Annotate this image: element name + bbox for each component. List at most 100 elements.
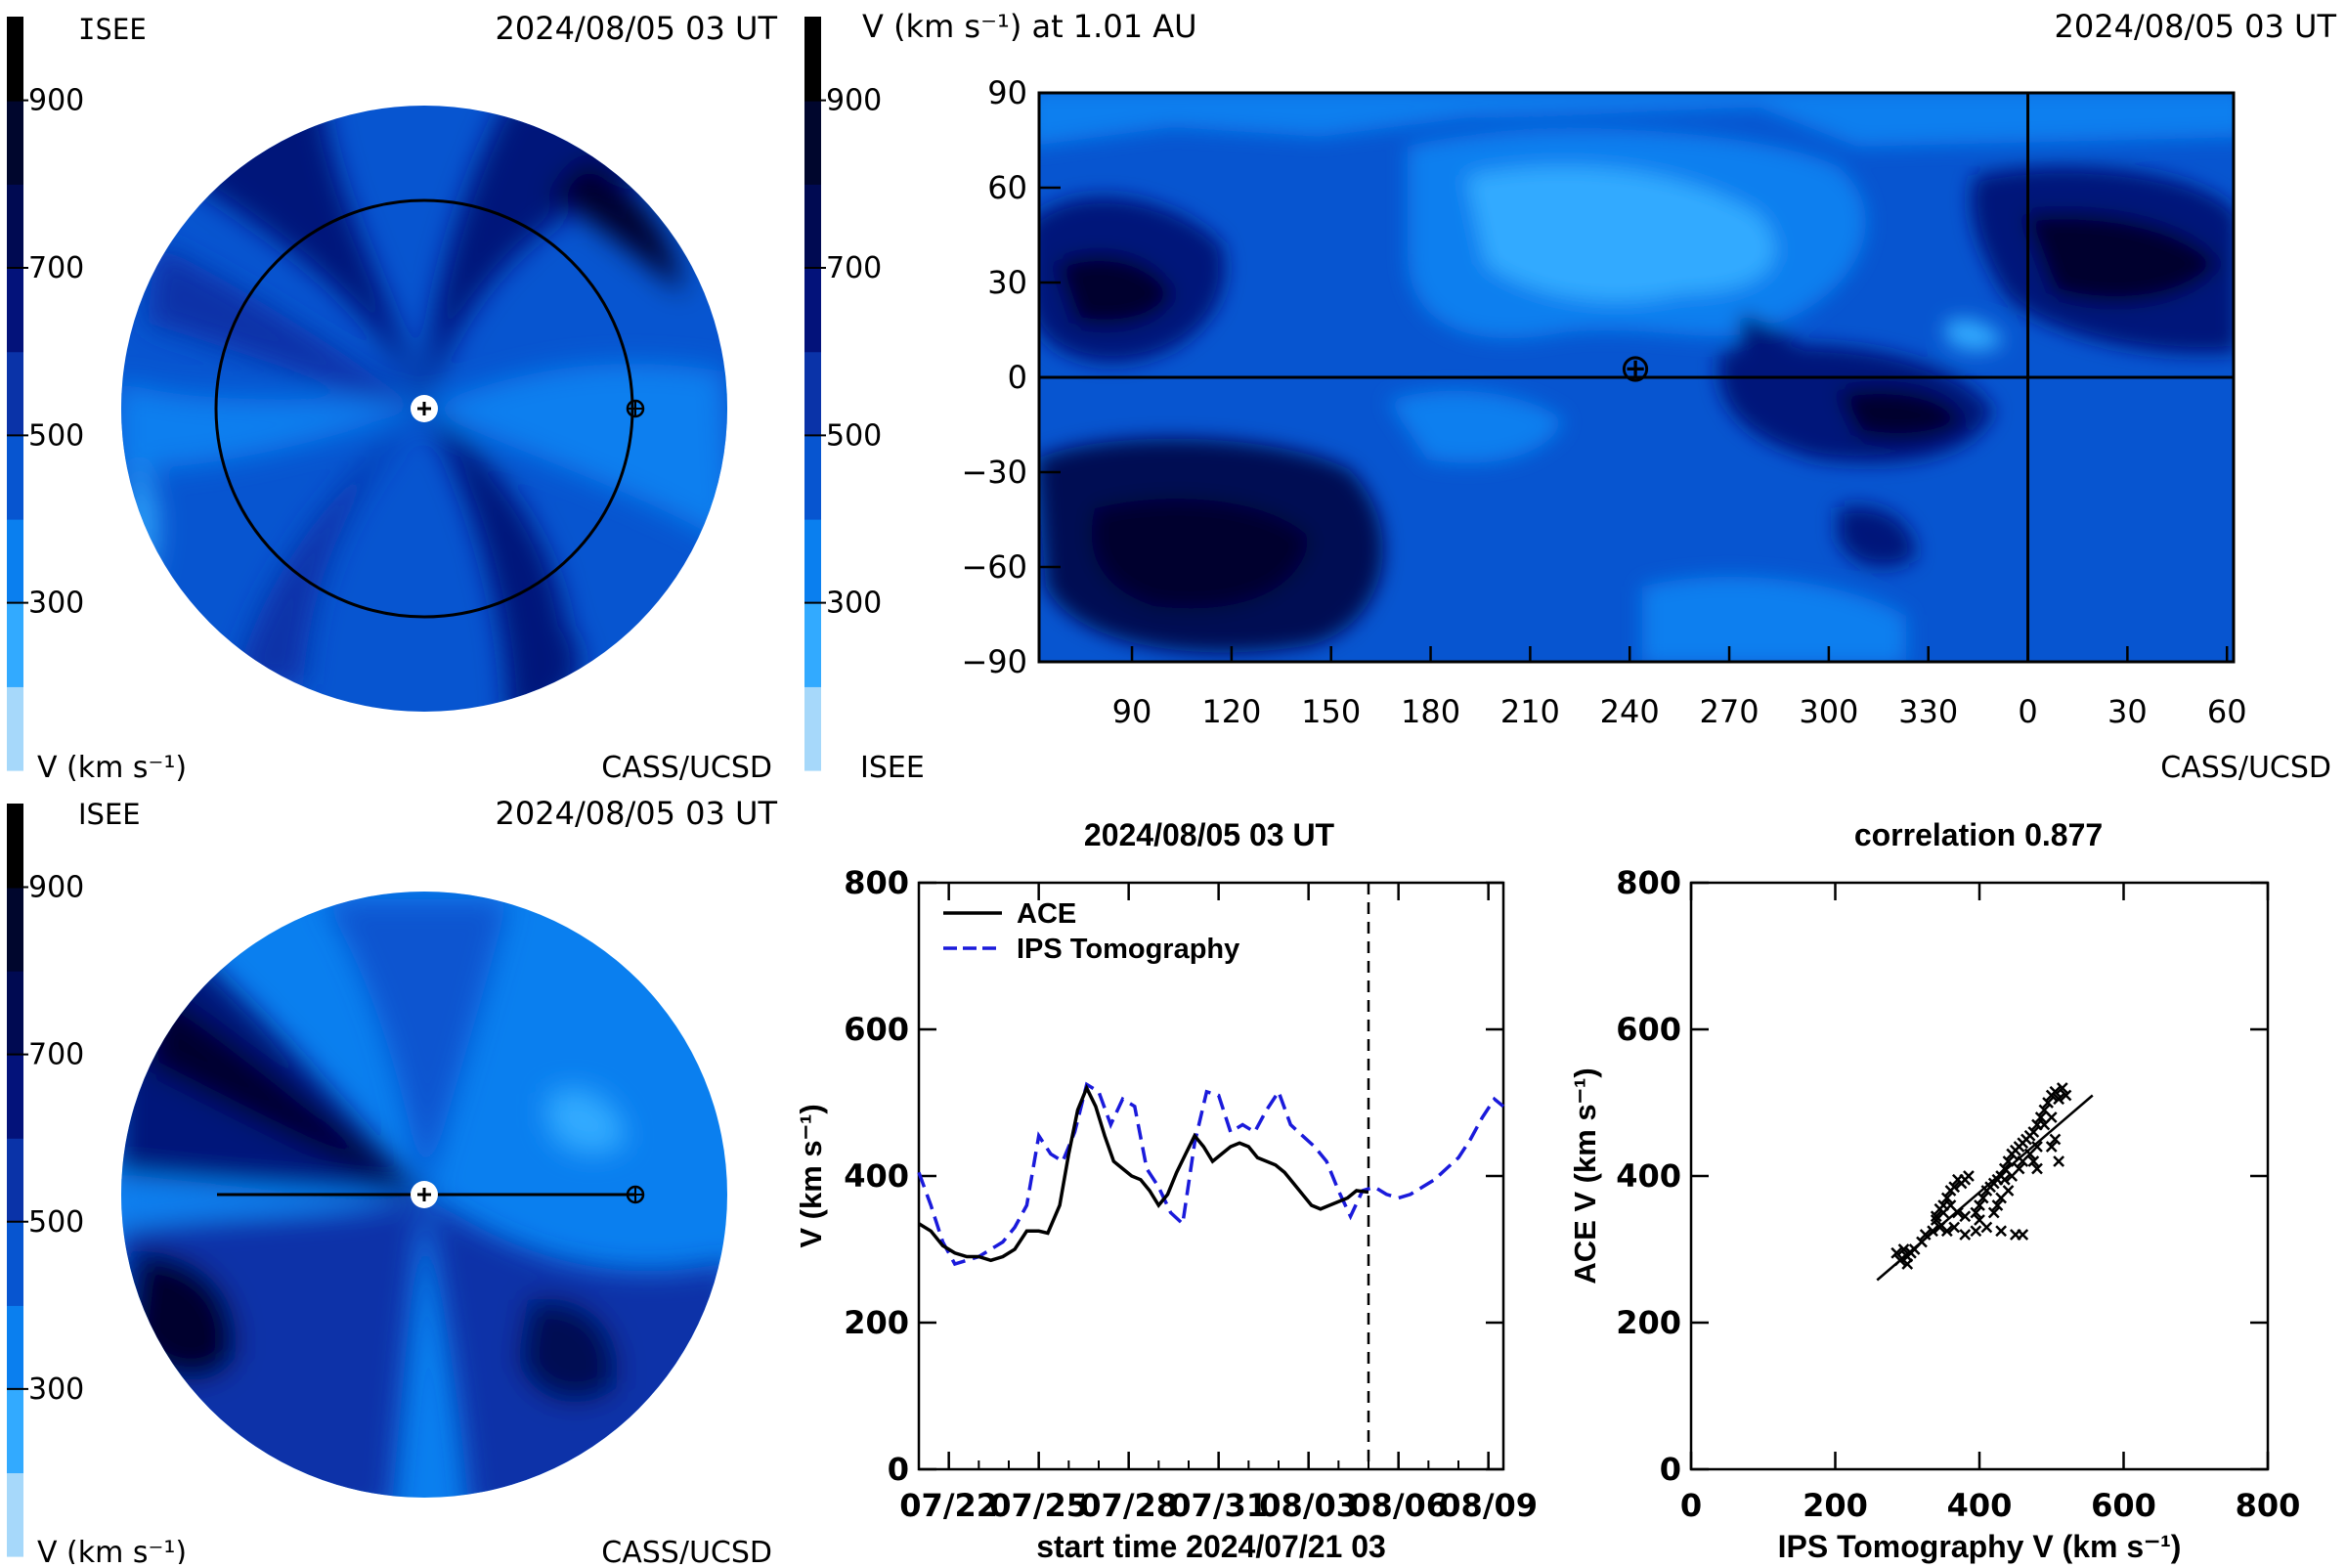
lon-tick-label: 240	[1600, 693, 1660, 730]
colorbar-segment	[7, 17, 23, 102]
colorbar-segment	[7, 602, 23, 687]
colorbar-top-middle: 900 700 500 300	[804, 17, 882, 771]
lat-tick-label: −30	[961, 454, 1027, 491]
scatter-point	[1970, 1206, 1982, 1219]
x-tick-label: 08/03	[1259, 1487, 1358, 1524]
scatter-point	[1959, 1229, 1972, 1241]
y-tick-label: 400	[1616, 1157, 1681, 1195]
stream-light-2	[121, 381, 424, 469]
colorbar-tick-label: 900	[28, 84, 84, 118]
x-tick-label: 07/31	[1169, 1487, 1268, 1524]
region-dark-mid	[1740, 313, 1838, 427]
scatter-point	[1977, 1192, 1989, 1204]
y-tick-label: 400	[844, 1157, 909, 1195]
x-tick-label: 200	[1803, 1487, 1868, 1524]
colorbar-segment	[7, 971, 23, 1056]
scatter-point	[1937, 1206, 1950, 1219]
region-light-south	[1642, 577, 1906, 662]
y-tick-label: 600	[1616, 1011, 1681, 1048]
legend-label-ace: ACE	[1017, 898, 1076, 930]
colorbar-tick-label: 700	[28, 1038, 84, 1072]
scatter-point	[1974, 1214, 1985, 1226]
y-tick-label: 800	[844, 864, 909, 901]
scatter-point	[1901, 1258, 1914, 1270]
scatter-point	[1919, 1229, 1932, 1241]
scatter-point	[1951, 1206, 1964, 1219]
colorbar-segment	[7, 1305, 23, 1390]
sun-cross-icon	[417, 402, 431, 415]
y-axis-label: V (km s⁻¹)	[794, 1104, 828, 1247]
scatter-title: correlation 0.877	[1854, 817, 2103, 852]
region-bright-spot	[1945, 319, 2004, 352]
scatter-point	[1948, 1221, 1961, 1234]
colorbar-segment	[804, 100, 821, 185]
lon-tick-label: 210	[1500, 693, 1560, 730]
region-core-east	[1838, 387, 1965, 440]
colorbar-tick-label: 700	[28, 251, 84, 285]
scatter-point	[2027, 1126, 2040, 1138]
scatter-point	[1933, 1221, 1946, 1234]
stream-light-1	[424, 364, 727, 547]
colorbar-segment	[804, 435, 821, 520]
scatter-point	[1948, 1181, 1961, 1194]
region-core-south	[1091, 499, 1310, 609]
colorbar-bottom-left: 900 700 500 300	[7, 804, 84, 1557]
legend-label-ips: IPS Tomography	[1017, 934, 1239, 965]
stream-core-1	[547, 156, 684, 293]
colorbar-segment	[7, 435, 23, 520]
colorbar-segment	[804, 602, 821, 687]
region-upper-band	[1039, 93, 2234, 147]
colorbar-segment	[804, 519, 821, 604]
scatter-chart: correlation 0.877 0 200 400 600 800 0 200 400 6…	[1568, 817, 2300, 1564]
lon-tick-label: 120	[1201, 693, 1261, 730]
org-label-isee: ISEE	[78, 13, 147, 46]
colorbar-segment	[7, 1388, 23, 1474]
colorbar-segment	[7, 1472, 23, 1557]
scatter-point	[2006, 1170, 2019, 1182]
x-tick-label: 07/22	[899, 1487, 998, 1524]
stream-core-3	[518, 1298, 618, 1403]
scatter-point	[2031, 1162, 2043, 1175]
unit-label: V (km s⁻¹)	[37, 1536, 187, 1564]
chart-title: 2024/08/05 03 UT	[1084, 817, 1335, 852]
y-tick-label: 600	[844, 1011, 909, 1048]
lat-tick-label: 90	[987, 74, 1027, 111]
colorbar-segment	[7, 100, 23, 185]
x-tick-label: 08/06	[1349, 1487, 1448, 1524]
colorbar-segment	[804, 184, 821, 269]
scatter-point	[1951, 1173, 1964, 1186]
stream-light-band	[121, 1173, 424, 1222]
scatter-point	[2056, 1082, 2068, 1094]
lat-tick-label: 60	[987, 169, 1027, 206]
map-title: V (km s⁻¹) at 1.01 AU	[862, 8, 1197, 45]
scatter-point	[2017, 1155, 2029, 1167]
lon-tick-label: 180	[1401, 693, 1460, 730]
plot-frame	[917, 881, 1505, 1471]
colorbar-tick-label: 900	[28, 871, 84, 905]
scatter-point	[2045, 1141, 2058, 1153]
lon-tick-label: 90	[1112, 693, 1152, 730]
colorbar-segment	[804, 686, 821, 771]
x-axis-label: IPS Tomography V (km s⁻¹)	[1778, 1529, 2182, 1564]
scatter-point	[1890, 1246, 1903, 1259]
scatter-point	[1970, 1225, 1982, 1238]
scatter-point	[2017, 1229, 2029, 1241]
colorbar-tick-label: 300	[28, 1372, 84, 1407]
synoptic-map-panel: V (km s⁻¹) at 1.01 AU 2024/08/05 03 UT	[860, 8, 2336, 785]
scatter-point	[2049, 1133, 2062, 1146]
region-dark-spot	[1838, 505, 1916, 568]
y-axis-ticks: 0 200 400 600 800	[1616, 864, 2268, 1488]
stream-mid-1	[147, 244, 424, 409]
x-tick-label: 07/28	[1079, 1487, 1178, 1524]
colorbar-segment	[7, 804, 23, 889]
colorbar-segment	[804, 268, 821, 353]
colorbar-segment	[7, 268, 23, 353]
scatter-point	[1995, 1192, 2008, 1204]
org-label-isee: ISEE	[860, 751, 925, 785]
y-tick-label: 800	[1616, 864, 1681, 901]
x-tick-label: 400	[1947, 1487, 2013, 1524]
lat-tick-label: 0	[1008, 359, 1027, 396]
stream-dark-3	[424, 409, 581, 712]
